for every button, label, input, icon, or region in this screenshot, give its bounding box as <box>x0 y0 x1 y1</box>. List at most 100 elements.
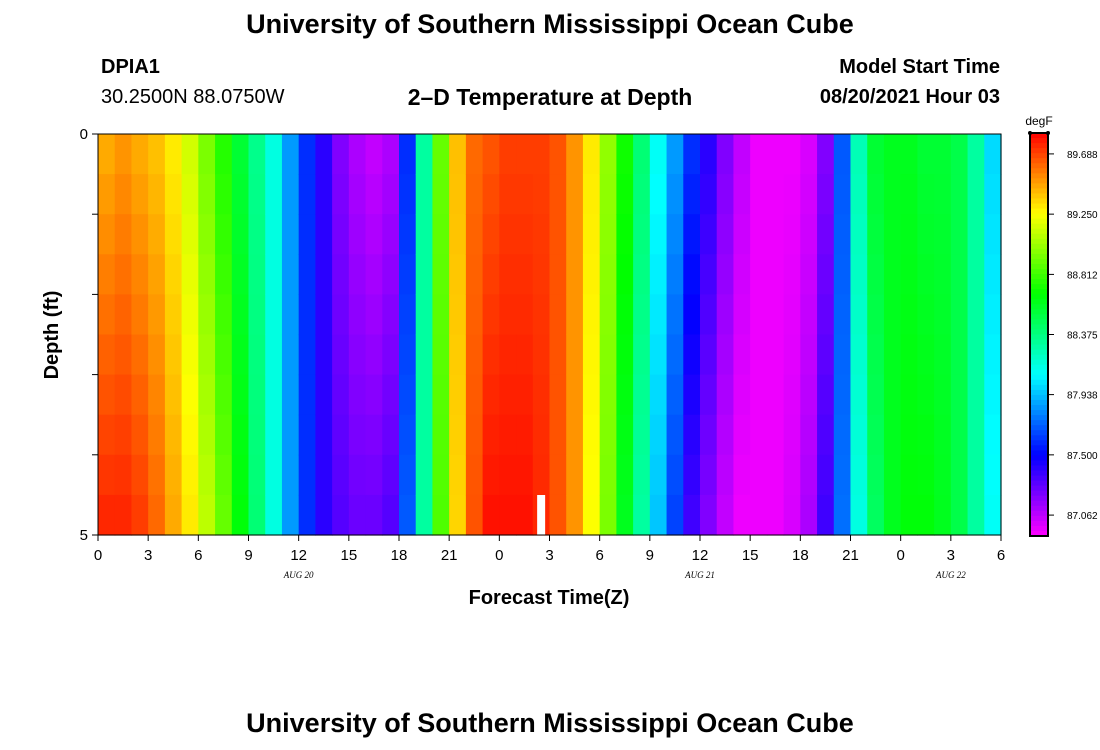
heatmap-cell <box>900 294 918 336</box>
heatmap-cell <box>332 454 350 496</box>
heatmap-cell <box>348 254 367 295</box>
x-tick-label: 3 <box>144 547 152 564</box>
heatmap-cell <box>499 214 517 255</box>
heatmap-cell <box>382 174 400 215</box>
heatmap-cell <box>783 294 801 336</box>
heatmap-cell <box>332 214 350 255</box>
heatmap-cell <box>582 334 601 376</box>
colorbar-segment <box>1030 329 1048 336</box>
heatmap-cell <box>465 254 484 295</box>
heatmap-cell <box>800 494 818 536</box>
heatmap-cell <box>432 414 450 456</box>
heatmap-cell <box>750 254 768 295</box>
heatmap-cell <box>164 294 183 336</box>
colorbar-segment <box>1030 269 1048 275</box>
colorbar-tick-label: 88.375 <box>1067 331 1098 342</box>
heatmap-cell <box>633 294 651 336</box>
station-coordinates: 30.2500N 88.0750W <box>101 86 285 108</box>
colorbar-segment <box>1030 344 1048 351</box>
heatmap-cell <box>867 374 885 416</box>
heatmap-cell <box>566 494 584 536</box>
heatmap-cell <box>833 374 852 416</box>
heatmap-cell <box>633 374 651 416</box>
heatmap-cell <box>833 334 852 376</box>
heatmap-cell <box>633 214 651 255</box>
heatmap-cell <box>181 174 199 215</box>
heatmap-cell <box>131 414 149 456</box>
colorbar-segment <box>1030 218 1048 225</box>
heatmap-cell <box>917 214 935 255</box>
heatmap-cell <box>114 294 133 336</box>
heatmap-cell <box>449 294 467 336</box>
heatmap-cell <box>950 254 969 295</box>
heatmap-cell <box>332 254 350 295</box>
heatmap-cell <box>616 334 634 376</box>
heatmap-cell <box>616 494 634 536</box>
heatmap-cell <box>98 414 116 456</box>
heatmap-cell <box>298 214 316 255</box>
heatmap-cell <box>967 174 985 215</box>
heatmap-cell <box>148 294 166 336</box>
heatmap-cell <box>766 374 785 416</box>
heatmap-cell <box>449 374 467 416</box>
heatmap-cell <box>817 454 835 496</box>
heatmap-cell <box>415 494 434 536</box>
heatmap-cell <box>666 134 684 175</box>
heatmap-cell <box>415 454 434 496</box>
heatmap-cell <box>382 454 400 496</box>
heatmap-cell <box>733 254 751 295</box>
model-start-value: 08/20/2021 Hour 03 <box>819 86 1000 108</box>
colorbar-segment <box>1030 485 1048 492</box>
colorbar-segment <box>1030 410 1048 416</box>
heatmap-cell <box>766 214 785 255</box>
heatmap-cell <box>482 174 500 215</box>
heatmap-cell <box>716 134 735 175</box>
heatmap-cell <box>633 174 651 215</box>
heatmap-cell <box>382 334 400 376</box>
colorbar-unit: degF <box>1025 114 1052 128</box>
heatmap-cell <box>265 494 283 536</box>
heatmap-cell <box>114 414 133 456</box>
heatmap-cell <box>482 134 500 175</box>
heatmap-cell <box>817 134 835 175</box>
heatmap-cell <box>315 134 333 175</box>
heatmap-cell <box>716 454 735 496</box>
heatmap-cell <box>649 414 668 456</box>
heatmap-cell <box>582 254 601 295</box>
heatmap-cell <box>231 294 250 336</box>
heatmap-cell <box>281 294 300 336</box>
colorbar-segment <box>1030 253 1048 260</box>
heatmap-cell <box>566 254 584 295</box>
heatmap-cell <box>449 214 467 255</box>
colorbar-segment <box>1030 384 1048 391</box>
heatmap-cell <box>700 374 718 416</box>
heatmap-cell <box>900 254 918 295</box>
colorbar-segment <box>1030 314 1048 320</box>
heatmap-cell <box>867 334 885 376</box>
heatmap-cell <box>716 174 735 215</box>
heatmap-cell <box>566 214 584 255</box>
heatmap-cell <box>867 294 885 336</box>
heatmap-cell <box>967 414 985 456</box>
heatmap-cell <box>516 134 534 175</box>
heatmap-cell <box>833 414 852 456</box>
heatmap-cell <box>348 294 367 336</box>
heatmap-cell <box>482 294 500 336</box>
heatmap-cell <box>934 374 952 416</box>
heatmap-cell <box>131 254 149 295</box>
heatmap-cell <box>332 174 350 215</box>
heatmap-cell <box>432 294 450 336</box>
heatmap-cell <box>850 214 868 255</box>
colorbar-segment <box>1030 289 1048 295</box>
heatmap-cell <box>649 254 668 295</box>
heatmap-cell <box>817 374 835 416</box>
heatmap-cell <box>616 374 634 416</box>
heatmap-cell <box>499 494 517 536</box>
heatmap-cell <box>683 174 701 215</box>
colorbar-segment <box>1030 465 1048 472</box>
heatmap-cell <box>164 414 183 456</box>
heatmap-cell <box>181 134 199 175</box>
x-tick-label: 15 <box>742 547 759 564</box>
colorbar-segment <box>1030 450 1048 456</box>
heatmap-cell <box>867 214 885 255</box>
